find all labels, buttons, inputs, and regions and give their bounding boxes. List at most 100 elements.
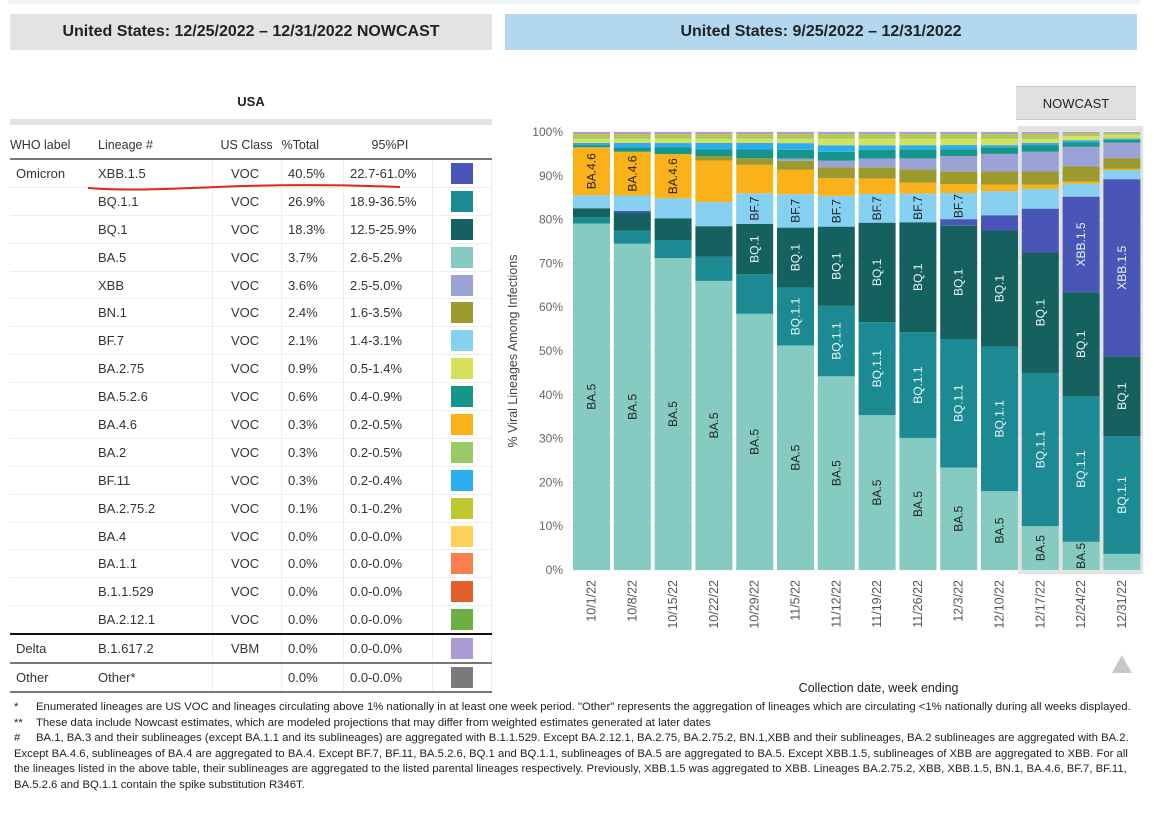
bar-segment <box>695 136 733 139</box>
table-row: BA.1.1 VOC 0.0% 0.0-0.0% <box>10 549 492 579</box>
prediction-interval: 1.6-3.5% <box>343 298 433 328</box>
color-cell <box>432 522 492 551</box>
bar-segment <box>1062 196 1100 293</box>
bar-segment <box>1103 138 1141 140</box>
pct-total: 0.0% <box>281 549 344 579</box>
top-strip <box>8 0 1140 4</box>
bar-segment <box>573 195 610 209</box>
prediction-interval: 2.5-5.0% <box>343 271 433 300</box>
bar-segment-label: BQ.1 <box>789 244 803 272</box>
bar-segment <box>940 193 978 220</box>
prediction-interval: 0.0-0.0% <box>343 549 433 579</box>
pct-total: 0.3% <box>281 438 344 467</box>
bar-segment-label: BQ.1.1 <box>870 350 884 388</box>
prediction-interval: 0.2-0.4% <box>343 466 433 495</box>
col-color <box>433 132 492 159</box>
bar-segment <box>736 136 774 139</box>
color-cell <box>432 354 492 384</box>
color-swatch <box>451 218 473 240</box>
color-swatch <box>451 358 473 380</box>
bar-segment-label: BQ.1 <box>911 263 925 291</box>
bar-segment <box>817 132 855 135</box>
us-class: VOC <box>212 382 282 412</box>
bar-segment <box>1062 541 1100 570</box>
x-tick-label: 11/19/22 <box>870 580 884 628</box>
footnote: # BA.1, BA.3 and their sublineages (excep… <box>14 732 1129 791</box>
table-row: BA.2.75 VOC 0.9% 0.5-1.4% <box>10 354 492 384</box>
bar-segment <box>1021 252 1059 373</box>
bar-segment <box>899 134 937 137</box>
bar-segment <box>858 136 896 139</box>
y-tick-label: 90% <box>539 169 563 183</box>
bar-segment-label: BA.5 <box>993 517 1007 543</box>
bar-segment <box>695 202 733 227</box>
bar-segment <box>858 193 896 223</box>
bar-segment <box>736 138 774 143</box>
bar-segment <box>654 134 692 137</box>
bar-segment-label: BA.4.6 <box>625 155 639 191</box>
bar-segment <box>940 132 978 135</box>
bar-segment <box>613 151 651 196</box>
bar-segment <box>817 138 855 146</box>
pct-total: 26.9% <box>281 187 344 216</box>
bar-segment <box>777 149 814 159</box>
lineage-name: BA.4.6 <box>92 410 213 439</box>
y-tick-label: 40% <box>539 388 563 402</box>
us-class: VOC <box>212 271 282 300</box>
red-underline-annotation <box>87 184 401 191</box>
us-class: VOC <box>212 549 282 579</box>
color-cell <box>432 494 492 523</box>
color-cell <box>432 605 492 635</box>
x-tick-label: 10/29/22 <box>748 580 762 629</box>
bar-segment <box>1062 134 1100 136</box>
table-row: Delta B.1.617.2 VBM 0.0% 0.0-0.0% <box>10 633 492 664</box>
bar-segment <box>613 243 651 570</box>
bar-segment-label: BQ.1.1 <box>829 322 843 360</box>
bar-segment <box>695 134 733 137</box>
bar-segment <box>573 134 610 137</box>
bar-segment <box>817 376 855 570</box>
bar-segment <box>1062 142 1100 147</box>
lineage-name: Other* <box>92 662 213 693</box>
bar-segment-label: BQ.1 <box>1074 330 1088 358</box>
bar-segment <box>817 151 855 161</box>
bar-segment <box>1021 151 1059 172</box>
lineage-name: BF.11 <box>92 466 213 495</box>
prediction-interval: 0.0-0.0% <box>343 577 433 607</box>
bar-segment <box>899 193 937 223</box>
bar-segment-label: BA.5 <box>625 394 639 420</box>
bar-segment <box>940 155 978 172</box>
color-swatch <box>451 497 473 519</box>
bar-segment <box>858 222 896 323</box>
bar-segment <box>981 134 1018 137</box>
bar-segment <box>858 145 896 150</box>
col-who-label: WHO label <box>10 138 71 152</box>
who-label <box>10 577 92 607</box>
bar-segment <box>695 138 733 143</box>
table-row: BF.11 VOC 0.3% 0.2-0.4% <box>10 466 492 495</box>
bar-segment-label: BQ.1.1 <box>993 400 1007 438</box>
bar-segment <box>1062 132 1100 134</box>
bar-segment <box>899 437 937 570</box>
x-tick-label: 11/12/22 <box>829 580 843 628</box>
pct-total: 0.0% <box>281 633 344 664</box>
color-swatch <box>451 162 473 184</box>
bar-segment <box>613 134 651 137</box>
bar-segment <box>940 138 978 146</box>
bar-segment <box>1021 136 1059 139</box>
bar-segment <box>1103 134 1141 139</box>
x-tick-label: 12/24/22 <box>1074 580 1088 629</box>
bar-segment <box>1062 292 1100 397</box>
bar-segment <box>981 191 1018 216</box>
who-label <box>10 605 92 635</box>
color-cell <box>432 633 492 664</box>
bar-segment <box>613 213 651 231</box>
bar-segment <box>1103 553 1141 570</box>
bar-segment <box>817 136 855 139</box>
bar-segment <box>817 178 855 196</box>
bar-segment <box>654 154 692 199</box>
us-class: VOC <box>212 215 282 244</box>
bar-segment-label: BQ.1.1 <box>1115 476 1129 514</box>
bar-segment <box>817 145 855 152</box>
us-class: VOC <box>212 438 282 467</box>
